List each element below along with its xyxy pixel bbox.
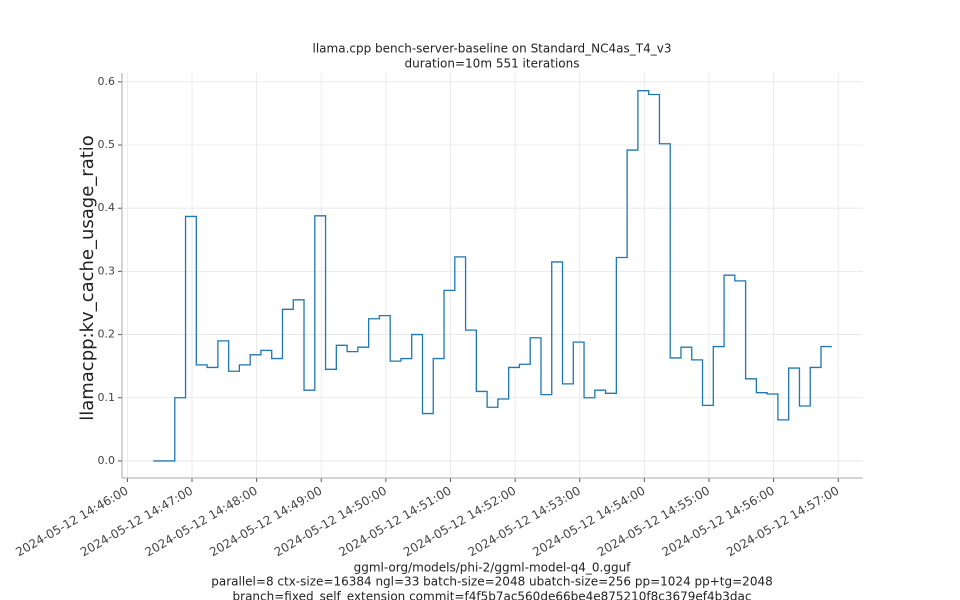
x-tick-label: 2024-05-12 14:48:00 — [143, 484, 260, 560]
y-tick-label: 0.6 — [98, 75, 116, 88]
x-tick-label: 2024-05-12 14:56:00 — [659, 484, 776, 560]
y-tick-label: 0.2 — [98, 328, 116, 341]
x-tick-label: 2024-05-12 14:50:00 — [272, 484, 389, 560]
x-tick-label: 2024-05-12 14:47:00 — [78, 484, 195, 560]
y-axis-label: llamacpp:kv_cache_usage_ratio — [77, 135, 98, 421]
x-tick-label: 2024-05-12 14:51:00 — [336, 484, 453, 560]
x-tick-label: 2024-05-12 14:52:00 — [401, 484, 518, 560]
x-axis-label: parallel=8 ctx-size=16384 ngl=33 batch-s… — [211, 575, 772, 589]
y-tick-label: 0.5 — [98, 138, 116, 151]
y-tick-label: 0.3 — [98, 264, 116, 277]
x-tick-label: 2024-05-12 14:54:00 — [530, 484, 647, 560]
y-tick-label: 0.1 — [98, 391, 116, 404]
x-tick-label: 2024-05-12 14:49:00 — [207, 484, 324, 560]
x-tick-label: 2024-05-12 14:55:00 — [595, 484, 712, 560]
chart-subtitle: duration=10m 551 iterations — [405, 57, 580, 71]
y-tick-label: 0.0 — [98, 454, 116, 467]
y-tick-label: 0.4 — [98, 201, 116, 214]
x-tick-label: 2024-05-12 14:57:00 — [724, 484, 841, 560]
x-tick-label: 2024-05-12 14:53:00 — [466, 484, 583, 560]
data-line — [153, 90, 832, 462]
x-tick-label: 2024-05-12 14:46:00 — [13, 484, 130, 560]
x-axis-label: branch=fixed_self_extension commit=f4f5b… — [233, 590, 752, 600]
x-axis-label: ggml-org/models/phi-2/ggml-model-q4_0.gg… — [354, 561, 632, 575]
chart-title: llama.cpp bench-server-baseline on Stand… — [313, 42, 672, 56]
